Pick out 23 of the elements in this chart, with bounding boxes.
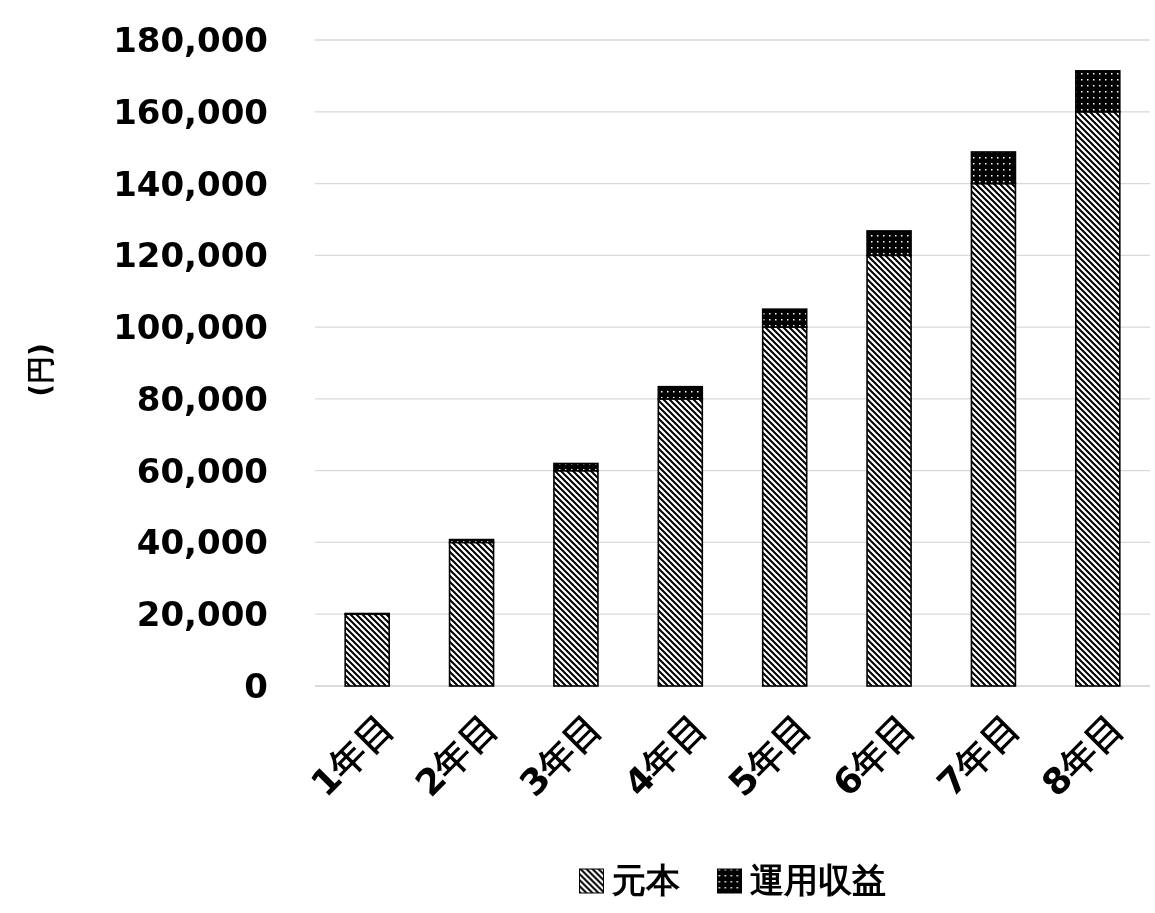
y-tick-label: 40,000 bbox=[136, 522, 268, 563]
bar bbox=[448, 541, 495, 687]
y-tick-label: 0 bbox=[244, 666, 268, 706]
legend-label: 元本 bbox=[610, 860, 681, 900]
x-tick-label: 3年目 bbox=[511, 706, 610, 805]
x-tick-label: 6年目 bbox=[824, 706, 923, 805]
bar bbox=[344, 613, 390, 687]
y-tick-label: 140,000 bbox=[113, 163, 268, 204]
y-tick-label: 20,000 bbox=[136, 594, 268, 635]
x-tick-label: 8年目 bbox=[1033, 706, 1132, 805]
y-tick-label: 180,000 bbox=[113, 20, 268, 60]
y-tick-label: 160,000 bbox=[113, 91, 268, 132]
y-tick-label: 120,000 bbox=[113, 235, 268, 276]
x-tick-label: 7年目 bbox=[929, 706, 1027, 805]
x-tick-label: 1年目 bbox=[303, 706, 401, 805]
x-tick-label: 4年目 bbox=[616, 706, 714, 805]
x-tick-label: 2年目 bbox=[407, 706, 506, 805]
legend-label: 運用収益 bbox=[749, 860, 886, 900]
y-axis-title: (円) bbox=[23, 343, 57, 397]
y-tick-label: 60,000 bbox=[136, 450, 268, 491]
y-tick-label: 100,000 bbox=[113, 307, 268, 348]
y-tick-label: 80,000 bbox=[136, 378, 268, 419]
x-tick-label: 5年目 bbox=[720, 706, 819, 805]
